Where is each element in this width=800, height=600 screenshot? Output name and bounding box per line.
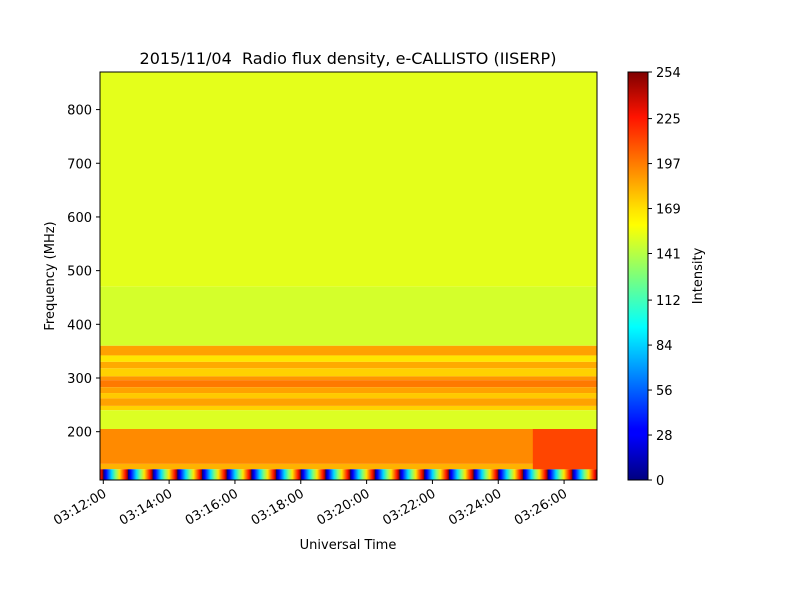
frequency-bands [100,72,597,470]
intensity-band-2 [100,345,597,356]
colorbar [627,71,649,481]
burst-event [532,429,597,470]
y-tick-label: 400 [67,318,92,333]
burst-region [532,429,597,470]
colorbar-tick-label: 197 [656,158,681,173]
intensity-band-11 [100,405,597,411]
intensity-band-1 [100,286,597,346]
intensity-band-4 [100,361,597,369]
x-axis: 03:12:00 03:14:00 03:16:00 03:18:00 03:20:00… [51,480,570,529]
colorbar-ticks: 0 28 56 84 112 141 169 197 225 254 [648,66,681,489]
y-tick-label: 700 [67,157,92,172]
colorbar-tick-label: 28 [656,429,673,444]
intensity-band-7 [100,380,597,388]
calibration-band [100,469,597,480]
y-axis: 200 300 400 500 600 700 800 [67,104,100,441]
y-tick-label: 300 [67,372,92,387]
y-tick-label: 800 [67,104,92,119]
colorbar-tick-label: 84 [656,339,673,354]
x-tick-label: 03:14:00 [117,486,175,528]
chart-title: 2015/11/04 Radio flux density, e-CALLIST… [140,49,557,68]
colorbar-tick-label: 225 [656,113,681,128]
colorbar-tick-label: 254 [656,66,681,81]
x-tick-label: 03:18:00 [249,486,307,528]
intensity-band-10 [100,398,597,406]
intensity-band-6 [100,376,597,381]
colorbar-tick-label: 112 [656,294,681,309]
intensity-band-14 [100,463,597,470]
intensity-band-8 [100,387,597,394]
y-tick-label: 600 [67,211,92,226]
intensity-band-0 [100,72,597,287]
colorbar-tick-label: 141 [656,248,681,263]
colorbar-tick-label: 169 [656,203,681,218]
x-tick-label: 03:22:00 [380,486,438,528]
intensity-band-5 [100,368,597,377]
colorbar-tick-label: 0 [656,474,664,489]
intensity-band-3 [100,355,597,362]
x-tick-label: 03:26:00 [512,486,570,528]
colorbar-tick-label: 56 [656,384,673,399]
x-tick-label: 03:24:00 [446,486,504,528]
colorbar-label: Intensity [691,247,706,304]
intensity-band-12 [100,410,597,429]
x-tick-label: 03:20:00 [315,486,373,528]
x-tick-label: 03:16:00 [183,486,241,528]
y-axis-label: Frequency (MHz) [43,221,58,330]
plot-frame [99,71,598,481]
x-tick-label: 03:12:00 [51,486,109,528]
intensity-band-9 [100,393,597,399]
plot-area [100,72,597,480]
y-tick-label: 500 [67,265,92,280]
x-axis-label: Universal Time [300,538,397,553]
y-tick-label: 200 [67,426,92,441]
intensity-band-13 [100,429,597,464]
